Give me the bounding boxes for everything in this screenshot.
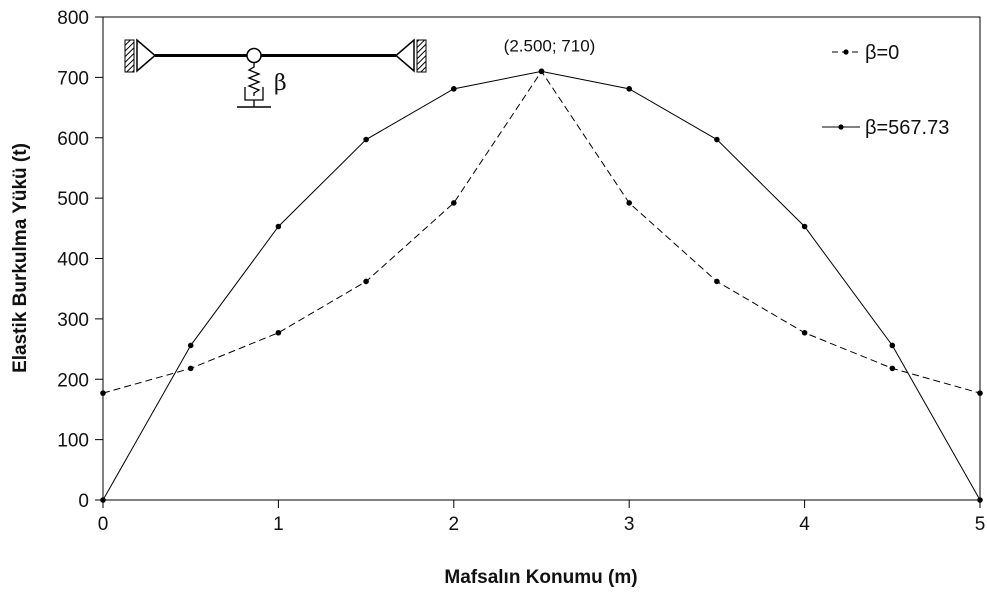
data-point-beta567 (626, 86, 632, 92)
y-tick-label: 800 (57, 8, 89, 29)
data-point-beta0 (626, 200, 632, 206)
data-point-beta0 (187, 365, 194, 372)
legend-marker-beta567 (838, 124, 844, 130)
spring (247, 63, 261, 96)
data-point-beta0 (801, 329, 808, 336)
data-point-beta567 (451, 86, 457, 92)
x-axis-title: Mafsalın Konumu (m) (444, 567, 637, 588)
data-point-beta567 (275, 223, 282, 230)
data-point-beta567 (977, 497, 983, 503)
data-point-beta0 (977, 390, 983, 396)
peak-annotation: (2.500; 710) (504, 36, 596, 55)
plot-area (102, 16, 981, 501)
data-point-beta567 (889, 342, 896, 349)
data-point-beta567 (801, 223, 808, 230)
left-pin-support (136, 38, 157, 73)
y-tick-label: 100 (57, 431, 89, 452)
x-tick-label: 4 (799, 514, 810, 535)
x-tick-label: 0 (98, 514, 109, 535)
data-point-beta567 (100, 497, 106, 503)
right-wall (416, 39, 427, 73)
data-point-beta0 (714, 278, 720, 285)
data-point-beta567 (714, 136, 720, 143)
left-wall (124, 39, 135, 73)
y-tick-label: 500 (57, 189, 89, 210)
right-pin-support (394, 38, 415, 73)
y-tick-label: 0 (78, 491, 89, 512)
data-point-beta0 (100, 390, 106, 396)
x-tick-label: 5 (975, 514, 986, 535)
y-tick-label: 300 (57, 310, 89, 331)
legend-label-beta567: β=567.73 (865, 117, 949, 139)
series-line-beta567 (102, 70, 981, 501)
inset-beta-label: β (274, 71, 287, 96)
data-point-beta0 (275, 329, 282, 336)
series-line-beta0 (102, 70, 981, 394)
series-layer (100, 68, 983, 503)
y-tick-label: 600 (57, 129, 89, 150)
legend-label-beta0: β=0 (865, 42, 899, 64)
data-point-beta567 (538, 68, 545, 75)
legend-marker-beta0 (843, 49, 849, 55)
data-point-beta567 (187, 342, 194, 349)
data-point-beta0 (363, 278, 369, 285)
legend-entry-beta567: β=567.73 (822, 117, 949, 139)
legend-entry-beta0: β=0 (832, 42, 899, 64)
x-tick-label: 3 (624, 514, 635, 535)
x-tick-label: 1 (273, 514, 284, 535)
data-point-beta567 (363, 136, 369, 143)
y-axis-title: Elastik Burkulma Yükü (t) (10, 143, 31, 373)
hinge (246, 47, 262, 64)
y-tick-label: 700 (57, 68, 89, 89)
y-tick-label: 400 (57, 250, 89, 271)
x-tick-label: 2 (449, 514, 460, 535)
inset-beam-diagram: β (124, 38, 427, 108)
x-axis-ticks: 0 1 2 3 4 5 (98, 500, 986, 535)
data-point-beta0 (451, 200, 457, 206)
y-tick-label: 200 (57, 370, 89, 391)
legend: β=0 β=567.73 (822, 42, 949, 139)
y-axis-ticks: 0 100 200 300 400 500 600 700 800 (57, 8, 103, 512)
data-point-beta0 (889, 365, 896, 372)
